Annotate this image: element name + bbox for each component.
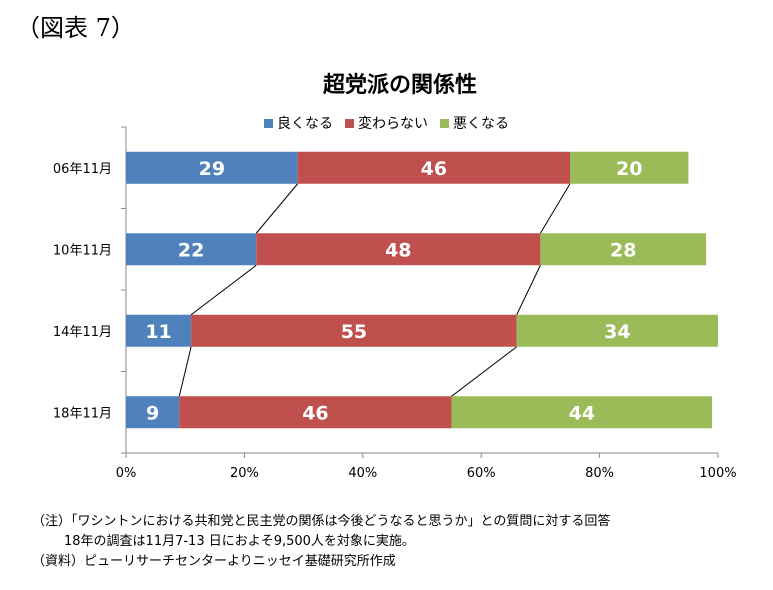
series-lines: [178, 183, 571, 397]
series-line: [539, 183, 571, 234]
note-line: （注）「ワシントンにおける共和党と民主党の関係は今後どうなると思うか」との質問に…: [32, 514, 611, 529]
source-line: （資料）ピューリサーチセンターよりニッセイ基礎研究所作成: [32, 554, 396, 569]
data-label: 46: [421, 158, 447, 180]
bar-segment: [516, 314, 718, 347]
series-line: [190, 264, 257, 316]
bar-segment: [451, 396, 713, 429]
data-label: 44: [569, 402, 595, 424]
category-label: 18年11月: [53, 406, 112, 421]
data-label: 22: [178, 239, 204, 261]
legend-label: 良くなる: [277, 116, 333, 132]
data-label: 34: [604, 321, 630, 343]
legend-swatch: [440, 119, 449, 128]
bar-segment: [126, 314, 192, 347]
chart-title: 超党派の関係性: [323, 73, 477, 98]
series-line: [451, 346, 518, 397]
data-label: 48: [385, 239, 411, 261]
note-line: 18年の調査は11月7-13 日におよそ9,500人を対象に実施。: [64, 534, 415, 549]
category-label: 06年11月: [53, 162, 112, 177]
bar-segment: [191, 314, 517, 347]
bar-segment: [540, 233, 707, 266]
data-label: 46: [302, 402, 328, 424]
data-label: 29: [199, 158, 225, 180]
bar-segment: [126, 233, 257, 266]
figure-label: （図表 7）: [16, 14, 135, 42]
data-label: 28: [610, 239, 636, 261]
series-line: [255, 183, 299, 234]
data-label: 9: [146, 402, 159, 424]
notes: （注）「ワシントンにおける共和党と民主党の関係は今後どうなると思うか」との質問に…: [32, 512, 610, 572]
x-tick-label: 0%: [116, 466, 137, 481]
legend-swatch: [264, 119, 273, 128]
legend-label: 悪くなる: [453, 116, 509, 132]
x-tick-label: 20%: [230, 466, 259, 481]
series-line: [516, 265, 541, 315]
legend: 良くなる 変わらない 悪くなる: [264, 115, 509, 132]
bar-segment: [179, 396, 452, 429]
legend-label: 変わらない: [358, 115, 428, 132]
bar-segment: [126, 396, 180, 429]
data-label: 20: [616, 158, 642, 180]
series-line: [178, 346, 192, 397]
data-label: 55: [341, 321, 367, 343]
axes: 0% 20% 40% 60% 80% 100% 06年11月 10年11月 14年11月 18年1…: [53, 126, 737, 481]
bar-segment: [256, 233, 541, 266]
x-tick-label: 40%: [348, 466, 377, 481]
bar-segment: [570, 151, 689, 184]
x-tick-label: 100%: [699, 466, 736, 481]
bars: 29 46 20 22 48 28 11 55 34 9 46 44: [126, 151, 718, 429]
legend-swatch: [345, 119, 354, 128]
category-label: 14年11月: [53, 325, 112, 340]
x-tick-label: 80%: [585, 466, 614, 481]
data-label: 11: [145, 321, 171, 343]
bar-segment: [297, 151, 570, 184]
category-label: 10年11月: [53, 243, 112, 258]
bar-segment: [126, 151, 298, 184]
stacked-bar-chart: 超党派の関係性 良くなる 変わらない 悪くなる 0% 20% 40% 60% 80% 100%…: [53, 73, 737, 481]
x-tick-label: 60%: [467, 466, 496, 481]
